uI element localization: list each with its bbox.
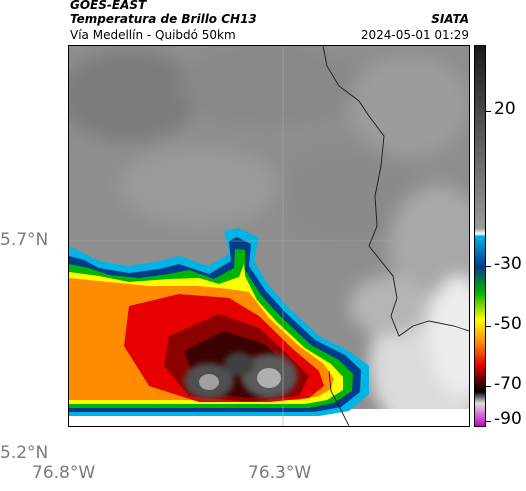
colorbar-label-neg30: -30 (494, 254, 522, 274)
colorbar (474, 45, 486, 427)
lon-label-76.3: 76.3°W (248, 463, 312, 483)
department-boundary-south (328, 370, 350, 426)
colorbar-tick (486, 421, 491, 422)
satellite-name: GOES-EAST (70, 0, 147, 12)
map-image (69, 46, 469, 426)
cloud-texture (69, 46, 469, 426)
colorbar-label-neg70: -70 (494, 374, 522, 394)
colorbar-tick (486, 111, 491, 112)
product-title: Temperatura de Brillo CH13 (70, 12, 257, 26)
lat-label-5.7: 5.7°N (0, 230, 49, 250)
colorbar-tick (486, 386, 491, 387)
colorbar-label-neg90: -90 (494, 409, 522, 429)
region-label: Vía Medellín - Quibdó 50km (70, 28, 236, 42)
colorbar-label-20: 20 (494, 99, 516, 119)
organization-label: SIATA (431, 12, 469, 26)
colorbar-tick (486, 266, 491, 267)
satellite-map (68, 45, 470, 427)
colorbar-tick (486, 326, 491, 327)
department-boundary (322, 46, 469, 337)
lat-label-5.2: 5.2°N (0, 443, 49, 463)
convective-system (69, 228, 369, 416)
colorbar-label-neg50: -50 (494, 314, 522, 334)
lon-label-76.8: 76.8°W (32, 463, 96, 483)
datetime-label: 2024-05-01 01:29 (360, 28, 469, 42)
